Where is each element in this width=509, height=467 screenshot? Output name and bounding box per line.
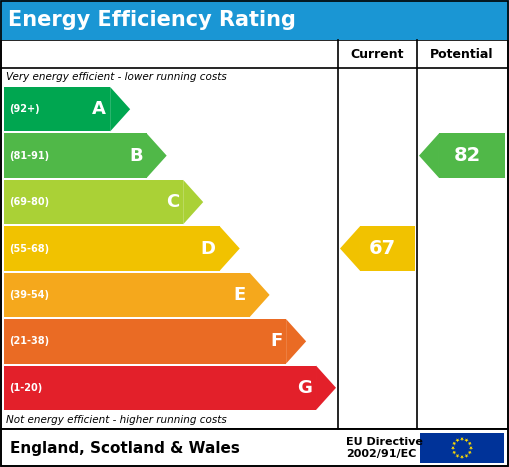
Bar — [4, 273, 249, 317]
Bar — [4, 87, 110, 131]
Bar — [4, 366, 316, 410]
Polygon shape — [456, 439, 460, 442]
Polygon shape — [286, 319, 306, 364]
Text: G: G — [297, 379, 312, 397]
Text: (39-54): (39-54) — [9, 290, 49, 300]
Bar — [1, 40, 508, 429]
Text: 67: 67 — [369, 239, 396, 258]
Polygon shape — [468, 451, 472, 455]
Text: (55-68): (55-68) — [9, 243, 49, 254]
Polygon shape — [419, 134, 439, 178]
Text: (81-91): (81-91) — [9, 151, 49, 161]
Polygon shape — [340, 226, 360, 271]
Text: C: C — [166, 193, 179, 211]
Polygon shape — [147, 134, 166, 178]
Polygon shape — [469, 446, 473, 450]
Text: (92+): (92+) — [9, 104, 40, 114]
Polygon shape — [316, 366, 336, 410]
Bar — [4, 134, 147, 178]
Polygon shape — [464, 454, 469, 458]
Text: England, Scotland & Wales: England, Scotland & Wales — [10, 440, 240, 455]
Polygon shape — [464, 439, 469, 442]
Polygon shape — [249, 273, 270, 317]
Text: B: B — [129, 147, 143, 165]
Polygon shape — [456, 454, 460, 458]
Text: Very energy efficient - lower running costs: Very energy efficient - lower running co… — [6, 72, 227, 82]
Bar — [420, 433, 504, 463]
Polygon shape — [110, 87, 130, 131]
Polygon shape — [220, 226, 240, 271]
Polygon shape — [183, 180, 203, 224]
Bar — [0, 0, 509, 40]
Text: Not energy efficient - higher running costs: Not energy efficient - higher running co… — [6, 415, 227, 425]
Text: A: A — [92, 100, 106, 118]
Text: 2002/91/EC: 2002/91/EC — [346, 449, 416, 459]
Bar — [4, 180, 183, 224]
Text: Potential: Potential — [430, 48, 494, 61]
Bar — [1, 429, 508, 466]
Text: (69-80): (69-80) — [9, 197, 49, 207]
Bar — [4, 226, 220, 271]
Polygon shape — [452, 451, 456, 455]
Bar — [360, 226, 415, 271]
Text: (1-20): (1-20) — [9, 383, 42, 393]
Polygon shape — [460, 455, 464, 459]
Polygon shape — [451, 446, 455, 450]
Text: EU Directive: EU Directive — [346, 437, 423, 447]
Text: Energy Efficiency Rating: Energy Efficiency Rating — [8, 10, 296, 30]
Text: (21-38): (21-38) — [9, 336, 49, 347]
Bar — [4, 319, 286, 364]
Text: Current: Current — [351, 48, 404, 61]
Polygon shape — [468, 442, 472, 446]
Polygon shape — [452, 442, 456, 446]
Bar — [439, 134, 505, 178]
Text: F: F — [270, 333, 282, 350]
Text: E: E — [233, 286, 246, 304]
Text: 82: 82 — [454, 146, 480, 165]
Polygon shape — [460, 437, 464, 441]
Text: D: D — [201, 240, 216, 257]
